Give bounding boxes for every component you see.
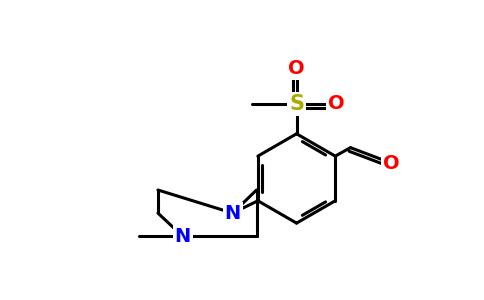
- Text: S: S: [289, 94, 304, 114]
- Text: N: N: [225, 204, 241, 223]
- Text: N: N: [174, 227, 191, 246]
- Text: O: O: [383, 154, 400, 172]
- Text: O: O: [328, 94, 344, 113]
- Text: O: O: [288, 59, 305, 78]
